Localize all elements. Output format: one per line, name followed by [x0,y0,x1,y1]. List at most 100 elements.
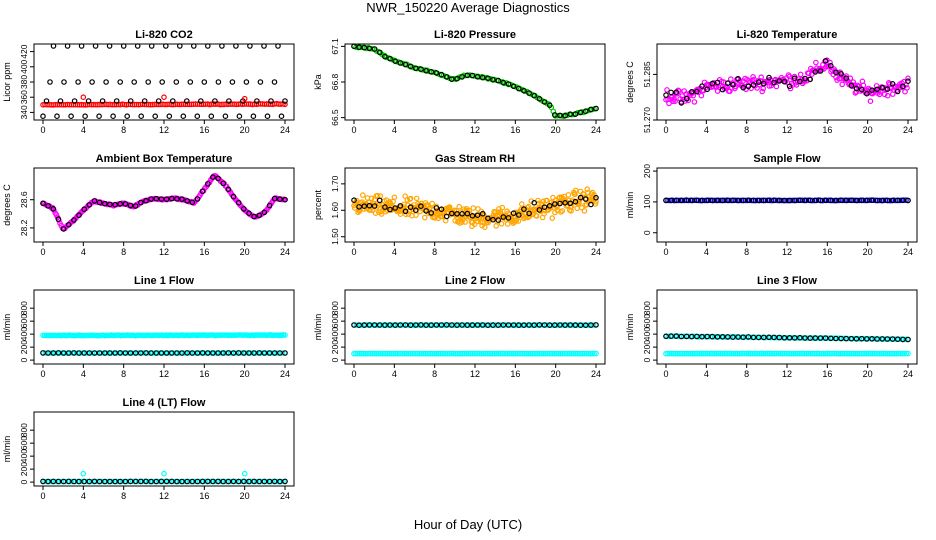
data-point [673,333,680,339]
data-point [353,350,359,357]
data-point [277,478,283,485]
x-tick-label: 24 [591,369,601,379]
data-point [168,350,175,356]
panel-title: Line 4 (LT) Flow [123,397,206,409]
data-point [841,350,848,357]
data-point [423,208,429,214]
data-point [755,334,762,341]
data-point [699,83,705,90]
data-point [429,350,436,357]
data-point [758,74,765,81]
data-point [453,208,460,214]
data-point [514,350,521,357]
data-point [817,335,824,341]
data-point [277,350,283,356]
y-tick-label: 600 [19,314,29,328]
data-point [886,350,893,357]
data-point [802,197,808,204]
data-point [730,350,737,357]
data-point [551,322,558,328]
y-axis-label: ml/min [313,314,323,341]
data-point [148,350,154,356]
data-point [894,197,901,204]
data-point [194,350,201,356]
data-point [735,334,741,340]
data-point [905,197,911,204]
data-point [433,205,440,211]
data-point [884,197,891,204]
data-point [588,106,594,113]
data-point [412,207,419,214]
data-point [833,197,839,204]
data-point [235,199,242,206]
data-point [189,478,196,485]
y-tick-label: 800 [642,301,652,315]
data-point [535,197,541,204]
data-point [271,478,278,485]
data-point [759,88,766,95]
data-point [750,197,757,204]
y-tick-label: 100 [642,195,652,209]
data-point [43,98,50,104]
data-point [438,322,445,328]
data-point [663,197,669,204]
data-point [199,478,206,485]
x-tick-label: 24 [903,125,913,135]
data-point [531,322,538,328]
data-point [566,350,573,357]
y-tick-label: 66.5 [330,109,340,126]
data-point [905,350,911,357]
data-point [362,350,369,357]
data-point [81,350,88,356]
data-point [500,79,507,86]
data-point [194,113,201,120]
data-point [170,98,176,104]
data-point [771,79,777,86]
data-point [86,350,93,356]
data-point [848,335,855,342]
y-tick-label: 200 [642,340,652,354]
data-point [55,350,62,356]
data-point [60,226,67,232]
data-point [189,199,196,206]
data-point [874,197,880,204]
data-point [796,350,803,357]
x-tick-label: 12 [159,491,169,501]
data-point [368,350,374,357]
x-tick-label: 4 [704,125,709,135]
data-point [771,334,777,341]
data-point [102,200,108,207]
data-point [407,322,414,328]
data-point [807,335,814,341]
data-point [371,203,378,209]
y-tick-label: 360 [19,90,29,104]
data-point [526,90,532,96]
panel-title: Line 3 Flow [757,275,817,287]
data-point [443,322,450,328]
data-point [479,322,486,328]
data-point [577,109,584,116]
x-tick-label: 4 [392,247,397,257]
data-point [801,350,808,357]
data-point [491,350,498,357]
data-point [143,198,149,204]
x-tick-label: 0 [40,491,45,501]
data-point [505,322,512,328]
data-point [86,478,93,485]
data-point [168,478,175,485]
x-tick-label: 12 [159,247,169,257]
data-point [745,334,752,340]
data-point [853,335,860,342]
data-point [268,98,274,104]
data-point [665,350,671,357]
y-axis-label: percent [313,189,323,220]
data-point [755,197,762,204]
data-point [407,350,414,357]
data-point [205,350,211,356]
data-point [75,79,81,85]
data-point [112,201,118,208]
x-tick-label: 24 [591,125,601,135]
x-tick-label: 8 [744,125,749,135]
data-point [499,204,506,211]
data-point [700,350,707,357]
